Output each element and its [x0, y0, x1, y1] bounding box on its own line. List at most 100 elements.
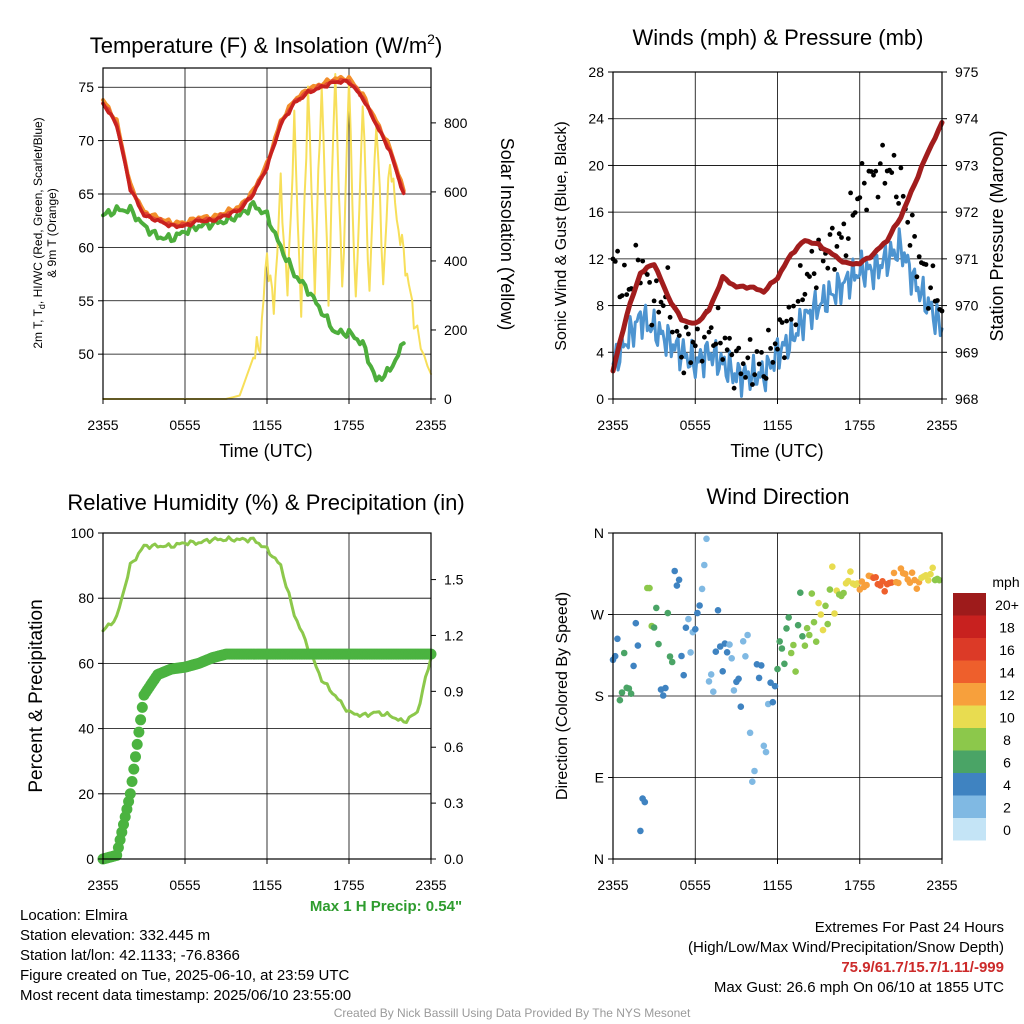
gust-point	[898, 165, 904, 171]
y2-tick-label: 600	[444, 184, 468, 200]
gust-point	[738, 371, 744, 377]
legend-label: 12	[999, 687, 1015, 703]
y-tick-label: W	[591, 607, 605, 623]
gust-point	[686, 331, 691, 337]
gust-point	[612, 259, 618, 264]
direction-point	[680, 671, 687, 679]
y-tick-label: N	[594, 525, 604, 541]
direction-point	[771, 682, 779, 690]
gust-point	[880, 142, 885, 148]
direction-point	[847, 568, 854, 575]
direction-point	[703, 535, 710, 543]
gust-point	[635, 257, 641, 263]
legend-label: 0	[1003, 822, 1011, 838]
direction-point	[831, 610, 838, 617]
direction-point	[863, 581, 870, 589]
direction-point	[739, 638, 747, 645]
direction-point	[744, 631, 751, 639]
temperature-y-label: 2m T, Td, HI/WC (Red, Green, Scarlet/Blu…	[31, 117, 47, 348]
gust-point	[699, 358, 705, 364]
legend-swatch	[953, 750, 986, 773]
humidity-line	[101, 535, 433, 724]
direction-point	[794, 621, 802, 629]
y2-tick-label: 974	[955, 111, 979, 127]
direction-point	[650, 624, 658, 631]
legend-swatch	[953, 638, 986, 661]
gust-point	[868, 169, 874, 174]
direction-point	[908, 569, 916, 576]
gust-point	[702, 334, 707, 340]
legend-swatch	[953, 818, 986, 841]
gust-point	[695, 326, 700, 332]
y-tick-label: 50	[78, 346, 94, 362]
gust-point	[740, 361, 746, 367]
gust-point	[914, 274, 920, 280]
gust-point	[729, 352, 735, 358]
precip-point	[131, 738, 143, 750]
station-pressure-line	[610, 120, 945, 374]
gust-point	[845, 236, 851, 242]
precip-point	[133, 726, 145, 738]
direction-point	[787, 649, 795, 657]
gust-point	[683, 324, 689, 330]
y-tick-label: 80	[78, 590, 94, 606]
direction-point	[687, 649, 694, 656]
gust-point	[839, 235, 844, 240]
winds-series	[610, 120, 945, 398]
gust-point	[832, 267, 837, 272]
direction-point	[730, 687, 738, 694]
gust-point	[827, 232, 833, 237]
direction-point	[902, 570, 909, 578]
gust-point	[619, 293, 625, 298]
y-tick-label: 4	[596, 344, 604, 360]
x-tick-label: 1155	[252, 877, 282, 893]
gust-point	[654, 278, 659, 284]
gust-point	[788, 317, 794, 322]
y-tick-label: 0	[596, 391, 604, 407]
gust-point	[791, 303, 796, 309]
gust-point	[736, 345, 742, 351]
direction-point	[890, 569, 898, 577]
direction-point	[808, 590, 816, 597]
y2-tick-label: 0.3	[444, 795, 464, 811]
gust-point	[660, 303, 666, 309]
gust-point	[640, 258, 646, 264]
station-location: Location: Elmira	[20, 907, 128, 924]
direction-point	[799, 633, 806, 640]
direction-point	[769, 698, 777, 706]
x-tick-label: 1755	[844, 877, 875, 893]
direction-point	[710, 688, 717, 695]
gust-point	[825, 265, 831, 271]
y-tick-label: 0	[86, 851, 94, 867]
humidity-x-ticks: 2355 0555 1155 1755 2355	[87, 859, 447, 893]
direction-point	[819, 626, 827, 634]
y2-tick-label: 975	[955, 64, 979, 80]
winds-y2-ticks: 975 974 973 972 971 970 969 968	[942, 64, 979, 407]
direction-point	[742, 653, 749, 660]
direction-point	[797, 589, 804, 596]
y-tick-label: 65	[78, 186, 94, 202]
direction-point	[776, 638, 783, 645]
gust-point	[713, 341, 719, 347]
gust-point	[651, 298, 657, 304]
y2-tick-label: 400	[444, 253, 468, 269]
direction-point	[767, 679, 774, 686]
direction-point	[824, 620, 831, 628]
legend-label: 18	[999, 620, 1015, 636]
x-tick-label: 0555	[680, 877, 711, 893]
gust-point	[708, 325, 714, 331]
direction-point	[682, 624, 690, 631]
precip-point	[126, 776, 138, 787]
winds-x-label: Time (UTC)	[730, 441, 823, 461]
gust-point	[720, 357, 726, 362]
winds-y-ticks: 28 24 20 16 12 8 4 0	[588, 64, 613, 407]
gust-point	[724, 347, 730, 353]
precip-point	[130, 751, 141, 763]
y-tick-label: 100	[71, 525, 95, 541]
extremes-title: Extremes For Past 24 Hours	[814, 919, 1004, 936]
y2-tick-label: 973	[955, 157, 979, 173]
gust-point	[727, 335, 732, 341]
gust-point	[896, 201, 901, 206]
legend-swatch	[953, 705, 986, 728]
